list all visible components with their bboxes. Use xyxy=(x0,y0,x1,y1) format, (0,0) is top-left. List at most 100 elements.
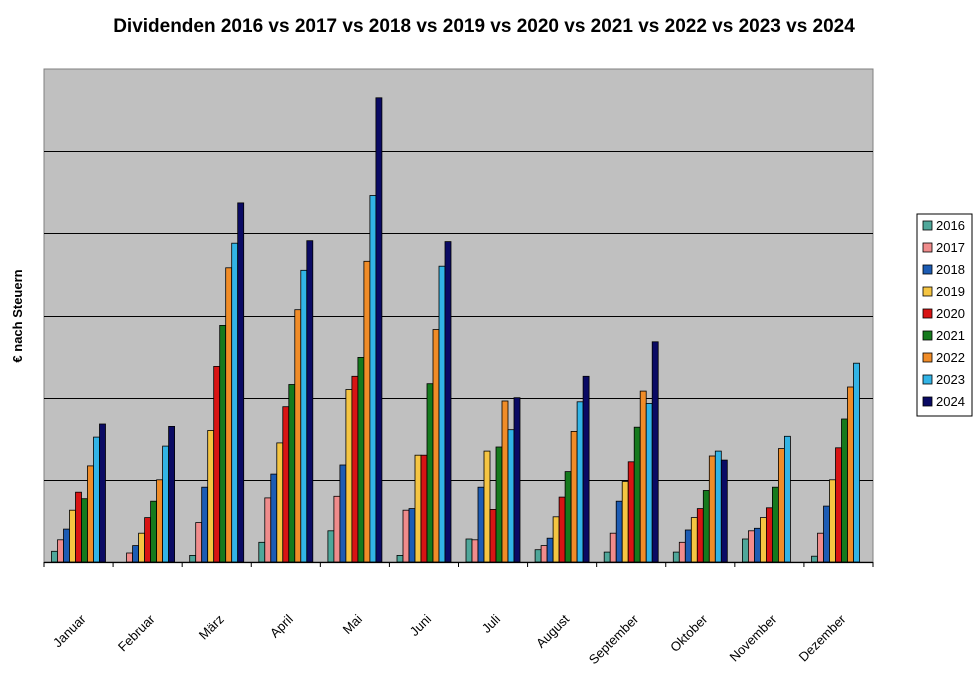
legend-swatch xyxy=(922,308,933,319)
bar xyxy=(847,386,854,563)
legend-swatch xyxy=(922,242,933,253)
bar xyxy=(714,450,722,563)
bar xyxy=(144,517,152,563)
bar xyxy=(633,426,641,563)
bar xyxy=(495,446,503,563)
bar xyxy=(639,390,647,563)
bar xyxy=(784,435,791,563)
plot-area: Januar Februar März April Mai Juni Juli August S… xyxy=(43,68,874,667)
bar xyxy=(603,551,611,563)
bar xyxy=(126,552,133,563)
bar xyxy=(258,541,266,563)
bar xyxy=(408,508,416,563)
bar xyxy=(546,537,554,563)
bar xyxy=(609,532,617,563)
bar xyxy=(189,555,197,563)
bar xyxy=(333,495,341,563)
bar xyxy=(69,509,76,563)
x-tick-label: Juli xyxy=(479,611,503,635)
bar xyxy=(645,402,653,563)
bar xyxy=(432,329,440,563)
bar xyxy=(811,555,818,563)
x-tick-label: November xyxy=(727,611,780,664)
bar xyxy=(513,397,521,563)
bar xyxy=(396,555,404,563)
bar xyxy=(621,481,629,563)
legend-swatch xyxy=(922,396,933,407)
bar xyxy=(57,539,64,563)
bar xyxy=(306,240,314,563)
bar xyxy=(570,430,578,563)
legend-swatch xyxy=(922,374,933,385)
legend-swatch xyxy=(922,286,933,297)
bar xyxy=(357,356,365,563)
legend-label: 2024 xyxy=(936,394,965,409)
bar xyxy=(231,242,239,563)
bar xyxy=(219,324,227,563)
legend-label: 2018 xyxy=(936,262,965,277)
bar xyxy=(351,375,359,563)
bar xyxy=(841,418,848,563)
bar xyxy=(582,375,590,563)
bar xyxy=(264,497,272,563)
bar xyxy=(835,447,842,563)
bar xyxy=(564,471,572,563)
bar xyxy=(817,532,824,563)
bar xyxy=(708,455,716,563)
legend: 2016 2017 2018 2019 2020 2021 2022 2023 2024 xyxy=(916,213,973,417)
bar xyxy=(684,529,692,563)
bar xyxy=(672,551,680,563)
bar xyxy=(138,532,146,563)
bar xyxy=(748,530,755,563)
legend-swatch xyxy=(922,264,933,275)
bar xyxy=(678,541,686,563)
bar xyxy=(369,195,377,563)
bar xyxy=(438,265,446,563)
bar xyxy=(237,202,245,563)
x-tick-label: Dezember xyxy=(796,611,849,664)
bar xyxy=(288,384,296,563)
bar xyxy=(615,500,623,563)
bar xyxy=(75,491,82,563)
bar xyxy=(87,465,94,563)
x-tick-label: Februar xyxy=(115,611,158,654)
legend-swatch xyxy=(922,220,933,231)
bar xyxy=(276,442,284,563)
bar xyxy=(829,479,836,563)
bar xyxy=(132,545,140,563)
bar xyxy=(150,500,158,563)
legend-label: 2016 xyxy=(936,218,965,233)
legend-label: 2023 xyxy=(936,372,965,387)
legend-swatch xyxy=(922,330,933,341)
bar xyxy=(363,260,371,563)
x-tick-label: Mai xyxy=(340,611,365,636)
bar xyxy=(823,505,830,563)
x-tick-label: Oktober xyxy=(667,611,711,655)
legend-label: 2022 xyxy=(936,350,965,365)
bar xyxy=(483,450,491,563)
bar xyxy=(339,464,347,563)
bar xyxy=(477,486,485,563)
bar xyxy=(444,241,452,563)
legend-label: 2017 xyxy=(936,240,965,255)
bar xyxy=(81,498,88,563)
bar xyxy=(754,527,761,563)
bar xyxy=(345,389,353,563)
bar xyxy=(690,517,698,563)
bar xyxy=(99,423,106,563)
bar xyxy=(402,509,410,563)
x-tick-label: Januar xyxy=(50,611,89,650)
bar xyxy=(375,97,383,563)
bar xyxy=(51,550,58,563)
x-tick-label: April xyxy=(267,611,296,640)
bar xyxy=(772,486,779,563)
bar xyxy=(540,545,548,563)
bar xyxy=(471,539,479,563)
bar xyxy=(778,448,785,563)
x-tick-label: März xyxy=(196,612,227,643)
bar xyxy=(156,479,164,563)
bar xyxy=(294,309,302,563)
bar xyxy=(300,269,308,563)
bar xyxy=(766,507,773,563)
